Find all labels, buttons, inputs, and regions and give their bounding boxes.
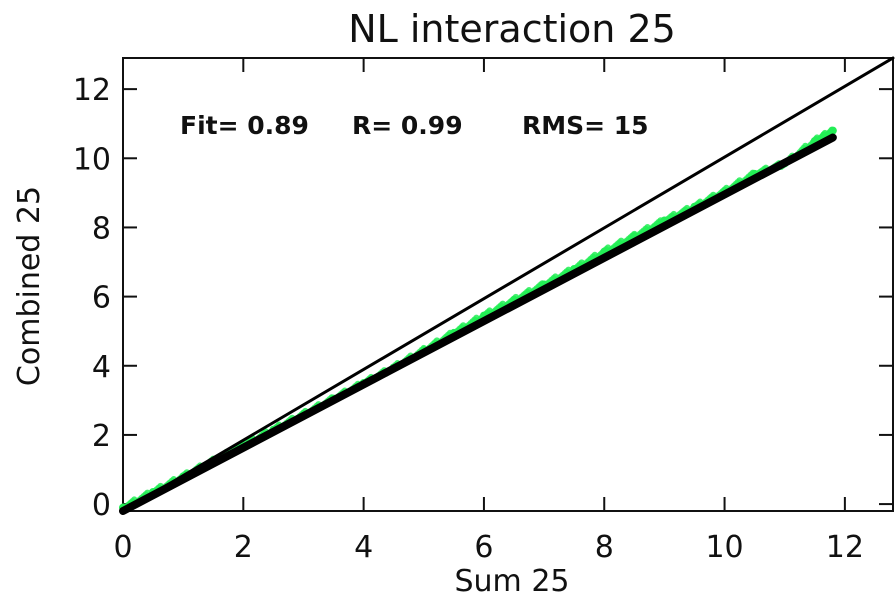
x-axis-label: Sum 25 [455,564,570,599]
scatter-point [828,126,837,135]
y-axis-label: Combined 25 [12,186,47,386]
axis-ticks [122,58,893,511]
y-tick-label: 4 [92,350,111,385]
x-tick-label: 6 [474,530,493,565]
fit-line [119,133,837,515]
y-tick-label: 12 [73,73,111,108]
x-tick-label: 4 [354,530,373,565]
series-layer [119,56,895,515]
identity-line [121,56,895,513]
x-tick-label: 0 [113,530,132,565]
rms-annotation: RMS= 15 [522,111,649,140]
x-tick-label: 10 [705,530,743,565]
x-axis-tick-labels: 0 2 4 6 8 10 12 [113,530,864,565]
plot-frame [122,57,894,512]
x-tick-label: 12 [826,530,864,565]
y-tick-label: 0 [92,488,111,523]
x-tick-label: 2 [234,530,253,565]
y-tick-label: 6 [92,281,111,316]
y-axis-tick-labels: 0 2 4 6 8 10 12 [73,73,111,523]
y-tick-label: 2 [92,419,111,454]
r-annotation: R= 0.99 [352,111,463,140]
fit-annotation: Fit= 0.89 [180,111,309,140]
y-tick-label: 10 [73,142,111,177]
chart-title: NL interaction 25 [348,7,676,51]
x-tick-label: 8 [595,530,614,565]
y-tick-label: 8 [92,211,111,246]
